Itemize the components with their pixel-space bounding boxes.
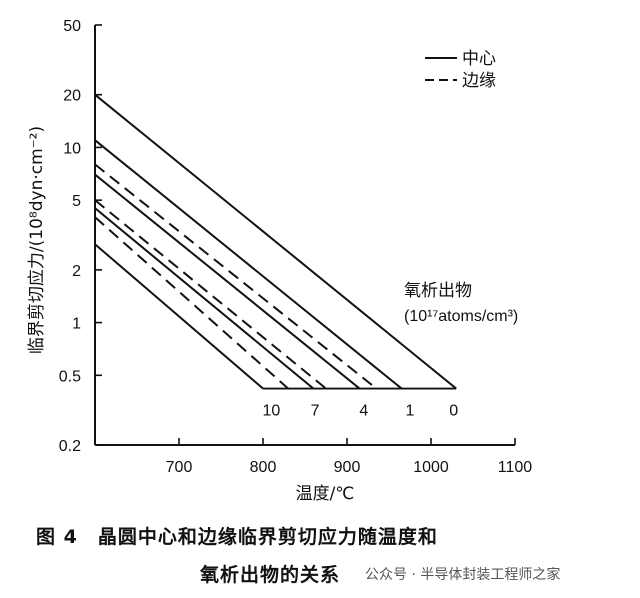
series-line-solid-4 xyxy=(94,173,361,390)
watermark: 公众号 · 半导体封装工程师之家 xyxy=(365,567,561,583)
series-lines xyxy=(94,93,457,390)
y-tick-label: 50 xyxy=(63,18,81,35)
x-tick-label: 900 xyxy=(334,459,361,476)
annotation-title: 氧析出物 xyxy=(404,281,472,301)
caption-line-2: 氧析出物的关系 xyxy=(200,564,341,586)
oxygen-precipitate-label: 7 xyxy=(311,403,320,420)
series-line-solid-10 xyxy=(94,243,264,390)
x-tick-label: 1000 xyxy=(413,459,449,476)
series-line-dashed-4 xyxy=(94,199,327,390)
legend-label: 中心 xyxy=(462,49,496,69)
series-line-solid-0 xyxy=(94,93,457,390)
y-tick-label: 2 xyxy=(72,263,81,280)
caption-line-1: 图 4 晶圆中心和边缘临界剪切应力随温度和 xyxy=(36,526,438,548)
y-tick-label: 20 xyxy=(63,88,81,105)
series-line-dashed-7 xyxy=(94,216,289,390)
series-line-solid-7 xyxy=(94,207,315,390)
x-tick-label: 800 xyxy=(250,459,277,476)
x-tick-label: 700 xyxy=(166,459,193,476)
annotation-unit: (10¹⁷atoms/cm³) xyxy=(404,308,518,325)
series-line-dashed-1 xyxy=(94,163,378,390)
oxygen-precipitate-label: 10 xyxy=(263,403,281,420)
oxygen-precipitate-label: 0 xyxy=(449,403,458,420)
y-tick-label: 10 xyxy=(63,140,81,157)
x-tick-label: 1100 xyxy=(498,459,533,476)
series-line-solid-1 xyxy=(94,139,403,390)
y-tick-label: 5 xyxy=(72,193,81,210)
y-axis-title: 临界剪切应力/(10⁸dyn·cm⁻²) xyxy=(27,126,47,354)
y-tick-label: 0.5 xyxy=(59,368,81,385)
y-tick-label: 0.2 xyxy=(59,438,81,455)
y-tick-label: 1 xyxy=(72,316,81,333)
x-axis-title: 温度/℃ xyxy=(296,484,355,504)
legend-label: 边缘 xyxy=(462,71,496,91)
oxygen-precipitate-label: 4 xyxy=(359,403,368,420)
oxygen-precipitate-label: 1 xyxy=(406,403,415,420)
